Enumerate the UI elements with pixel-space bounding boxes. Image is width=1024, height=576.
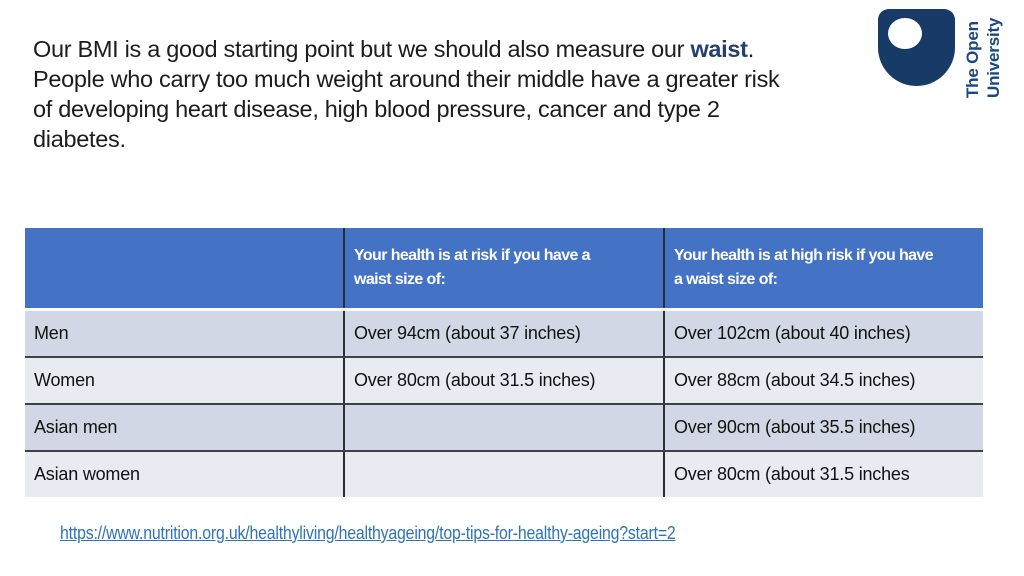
waist-risk-table: Your health is at risk if you have a wai… <box>25 228 983 497</box>
risk-value <box>343 405 663 450</box>
risk-value: Over 94cm (about 37 inches) <box>343 311 663 356</box>
intro-text: Our BMI is a good starting point but we … <box>33 36 691 62</box>
intro-line-2: People who carry too much weight around … <box>33 66 780 92</box>
ou-shield-circle <box>888 18 922 49</box>
table-header-row: Your health is at risk if you have a wai… <box>25 228 983 308</box>
header-risk-line-1: Your health is at risk if you have a <box>354 247 591 264</box>
header-cell-empty <box>25 228 343 308</box>
high-risk-value: Over 90cm (about 35.5 inches) <box>663 405 983 450</box>
header-high-risk-line-2: a waist size of: <box>674 271 778 288</box>
header-risk-line-2: waist size of: <box>354 271 446 288</box>
intro-line-1: Our BMI is a good starting point but we … <box>33 34 779 64</box>
high-risk-value: Over 80cm (about 31.5 inches <box>663 452 983 497</box>
table-row-asian-men: Asian men Over 90cm (about 35.5 inches) <box>25 403 983 450</box>
intro-text-period: . <box>747 36 755 62</box>
header-cell-high-risk: Your health is at high risk if you have … <box>663 228 983 308</box>
ou-logo-line-2: University <box>984 17 1003 98</box>
ou-logo-line-1: The Open <box>963 21 982 98</box>
row-label: Women <box>34 370 95 390</box>
row-label: Asian women <box>34 464 140 484</box>
row-label: Men <box>34 323 69 343</box>
risk-value: Over 80cm (about 31.5 inches) <box>343 358 663 403</box>
high-risk-value: Over 88cm (about 34.5 inches) <box>663 358 983 403</box>
table-row-women: Women Over 80cm (about 31.5 inches) Over… <box>25 356 983 403</box>
ou-logo-text: The Open University <box>962 6 1004 98</box>
intro-line-3: of developing heart disease, high blood … <box>33 96 720 122</box>
ou-shield-icon <box>878 9 955 86</box>
source-link[interactable]: https://www.nutrition.org.uk/healthylivi… <box>60 523 676 543</box>
waist-highlight: waist <box>690 36 748 62</box>
table-row-men: Men Over 94cm (about 37 inches) Over 102… <box>25 311 983 356</box>
row-label: Asian men <box>34 417 118 437</box>
intro-paragraph: Our BMI is a good starting point but we … <box>33 34 780 154</box>
header-high-risk-line-1: Your health is at high risk if you have <box>674 247 934 264</box>
header-cell-risk: Your health is at risk if you have a wai… <box>343 228 663 308</box>
risk-value <box>343 452 663 497</box>
high-risk-value: Over 102cm (about 40 inches) <box>663 311 983 356</box>
intro-line-4: diabetes. <box>33 126 126 152</box>
table-row-asian-women: Asian women Over 80cm (about 31.5 inches <box>25 450 983 497</box>
